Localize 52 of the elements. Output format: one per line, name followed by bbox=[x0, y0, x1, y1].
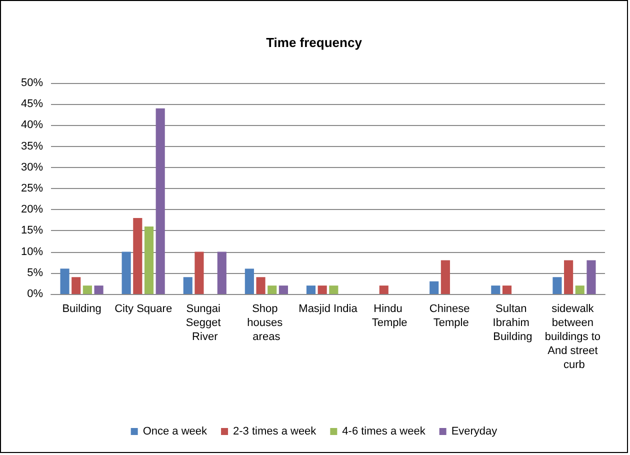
x-tick-label: Shop houses areas bbox=[247, 303, 286, 343]
bar bbox=[268, 286, 277, 294]
bar bbox=[256, 277, 266, 294]
y-tick-label: 30% bbox=[20, 161, 44, 174]
bar bbox=[60, 268, 70, 294]
x-tick-label: City Square bbox=[114, 303, 172, 315]
bar bbox=[72, 277, 81, 294]
bar bbox=[217, 252, 226, 294]
bar bbox=[575, 286, 584, 294]
x-tick-label: Sungai Segget River bbox=[186, 303, 224, 343]
x-tick-label: Chinese Temple bbox=[429, 303, 473, 329]
x-tick-label: Sultan Ibrahim Building bbox=[492, 303, 533, 343]
bar bbox=[183, 277, 192, 294]
bar bbox=[491, 286, 500, 294]
bar bbox=[306, 286, 316, 294]
bar bbox=[244, 268, 254, 294]
bar bbox=[379, 286, 388, 294]
x-tick-label: Building bbox=[62, 303, 102, 315]
bar bbox=[133, 218, 142, 294]
x-tick-label: Masjid India bbox=[298, 303, 358, 315]
x-tick-label: Hindu Temple bbox=[372, 303, 408, 329]
bar bbox=[440, 260, 450, 294]
bar bbox=[278, 286, 288, 294]
y-tick-label: 15% bbox=[20, 224, 44, 237]
y-tick-label: 40% bbox=[20, 119, 44, 132]
y-tick-label: 10% bbox=[20, 246, 44, 258]
y-tick-label: 25% bbox=[20, 182, 44, 194]
bar bbox=[564, 260, 574, 294]
legend-label: 2-3 times a week bbox=[233, 426, 317, 438]
y-tick-label: 20% bbox=[20, 204, 44, 216]
bar bbox=[82, 286, 92, 294]
legend-label: Once a week bbox=[142, 426, 208, 438]
y-tick-label: 5% bbox=[27, 266, 44, 279]
y-tick-label: 0% bbox=[27, 288, 44, 300]
bar bbox=[144, 226, 154, 294]
bar bbox=[430, 281, 439, 294]
y-tick-label: 35% bbox=[20, 140, 44, 152]
chart-title: Time frequency bbox=[266, 35, 363, 50]
legend-label: Everyday bbox=[451, 426, 498, 438]
bar bbox=[122, 252, 131, 294]
bar bbox=[156, 108, 165, 294]
bar bbox=[552, 277, 562, 294]
bar bbox=[194, 252, 204, 294]
y-tick-label: 45% bbox=[20, 98, 44, 110]
y-tick-label: 50% bbox=[20, 77, 44, 89]
legend-label: 4-6 times a week bbox=[342, 426, 426, 438]
bar bbox=[502, 286, 512, 294]
bar bbox=[94, 286, 104, 294]
bar bbox=[318, 286, 327, 294]
bar bbox=[329, 286, 338, 294]
bar bbox=[586, 260, 596, 294]
x-tick-label: sidewalk between buildings to And street curb bbox=[544, 303, 604, 371]
